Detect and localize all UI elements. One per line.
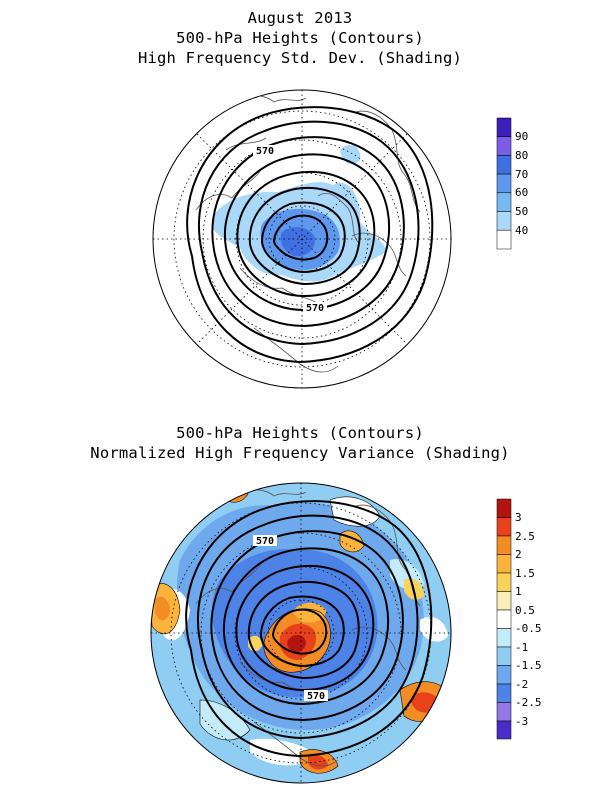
top-colorbar-tick-40: 40 (515, 224, 528, 237)
bottom-title-line-2: Normalized High Frequency Variance (Shad… (90, 444, 510, 462)
bottom-colorbar-tick-3: 3 (515, 511, 522, 524)
bottom-colorbar-tick-2: 2 (515, 548, 522, 561)
top-colorbar-tick-80: 80 (515, 149, 528, 162)
bottom-colorbar-tick-1: 1 (515, 585, 522, 598)
bottom-colorbar-tick-neg-2-5: -2.5 (515, 696, 542, 709)
top-contour-label-2: 570 (306, 303, 324, 314)
bottom-colorbar-tick-neg-3: -3 (515, 715, 528, 728)
bottom-colorbar-tick-0-5: 0.5 (515, 604, 535, 617)
top-colorbar-tick-60: 60 (515, 186, 528, 199)
top-title-line-3: High Frequency Std. Dev. (Shading) (137, 49, 463, 67)
top-polar-map: 570 570 (152, 89, 452, 389)
top-title-line-1: August 2013 (247, 9, 353, 27)
bottom-contour-label-2: 570 (307, 691, 325, 702)
top-colorbar: 90 80 70 60 50 40 (496, 117, 528, 250)
top-map-title: August 2013 500-hPa Heights (Contours) H… (0, 8, 600, 68)
top-title-line-2: 500-hPa Heights (Contours) (176, 29, 424, 47)
top-colorbar-tick-50: 50 (515, 205, 528, 218)
top-colorbar-tick-70: 70 (515, 168, 528, 181)
top-graticule (153, 90, 451, 388)
top-colorbar-tick-90: 90 (515, 130, 528, 143)
bottom-colorbar-tick-1-5: 1.5 (515, 567, 535, 580)
bottom-map-title: 500-hPa Heights (Contours) Normalized Hi… (0, 423, 600, 463)
bottom-colorbar: 3 2.5 2 1.5 1 0.5 -0.5 -1 -1.5 -2 -2.5 -… (496, 498, 542, 740)
bottom-height-contours (185, 500, 433, 758)
bottom-colorbar-tick-neg-0-5: -0.5 (515, 622, 542, 635)
bottom-polar-map: 570 570 (150, 482, 452, 784)
top-contour-label-1: 570 (256, 146, 274, 157)
bottom-colorbar-tick-2-5: 2.5 (515, 530, 535, 543)
bottom-colorbar-tick-neg-1-5: -1.5 (515, 659, 542, 672)
bottom-colorbar-tick-neg-2: -2 (515, 678, 528, 691)
bottom-title-line-1: 500-hPa Heights (Contours) (176, 424, 424, 442)
bottom-contour-label-1: 570 (256, 536, 274, 547)
bottom-colorbar-tick-neg-1: -1 (515, 641, 528, 654)
